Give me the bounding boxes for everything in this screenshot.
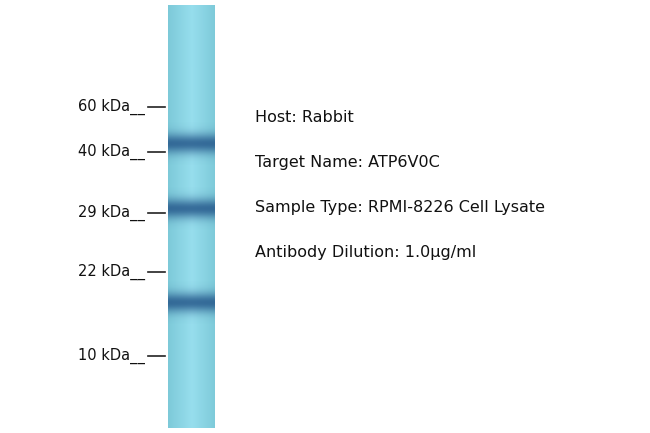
Text: Target Name: ATP6V0C: Target Name: ATP6V0C [255,155,440,170]
Text: 22 kDa__: 22 kDa__ [78,264,145,280]
Text: 10 kDa__: 10 kDa__ [78,348,145,364]
Text: Host: Rabbit: Host: Rabbit [255,110,354,125]
Text: 29 kDa__: 29 kDa__ [78,205,145,221]
Text: Antibody Dilution: 1.0μg/ml: Antibody Dilution: 1.0μg/ml [255,245,476,260]
Text: 60 kDa__: 60 kDa__ [78,99,145,115]
Text: 40 kDa__: 40 kDa__ [78,144,145,160]
Text: Sample Type: RPMI-8226 Cell Lysate: Sample Type: RPMI-8226 Cell Lysate [255,200,545,215]
